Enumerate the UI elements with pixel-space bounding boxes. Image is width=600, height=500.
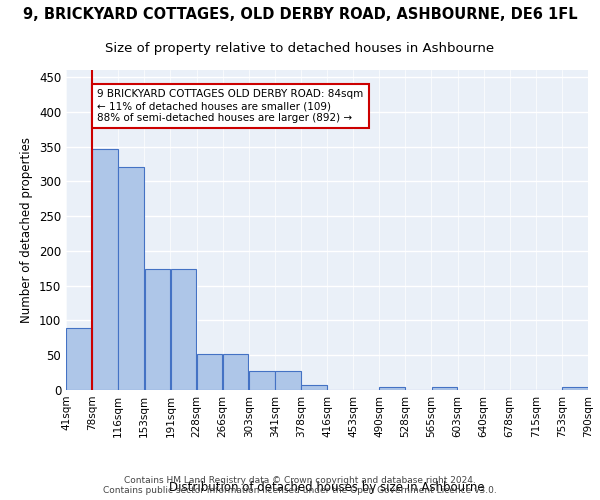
Bar — [197, 354, 223, 390]
X-axis label: Distribution of detached houses by size in Ashbourne: Distribution of detached houses by size … — [169, 482, 485, 494]
Bar — [92, 150, 118, 390]
Bar — [431, 387, 457, 390]
Text: Size of property relative to detached houses in Ashbourne: Size of property relative to detached ho… — [106, 42, 494, 55]
Bar — [379, 387, 405, 390]
Bar — [301, 385, 327, 390]
Bar — [170, 269, 196, 390]
Text: 9, BRICKYARD COTTAGES, OLD DERBY ROAD, ASHBOURNE, DE6 1FL: 9, BRICKYARD COTTAGES, OLD DERBY ROAD, A… — [23, 7, 577, 22]
Bar — [275, 371, 301, 390]
Bar — [223, 354, 248, 390]
Bar — [249, 371, 275, 390]
Bar — [118, 166, 144, 390]
Text: Contains HM Land Registry data © Crown copyright and database right 2024.
Contai: Contains HM Land Registry data © Crown c… — [103, 476, 497, 495]
Y-axis label: Number of detached properties: Number of detached properties — [20, 137, 34, 323]
Bar — [562, 387, 588, 390]
Bar — [145, 269, 170, 390]
Bar — [66, 328, 92, 390]
Text: 9 BRICKYARD COTTAGES OLD DERBY ROAD: 84sqm
← 11% of detached houses are smaller : 9 BRICKYARD COTTAGES OLD DERBY ROAD: 84s… — [97, 90, 364, 122]
